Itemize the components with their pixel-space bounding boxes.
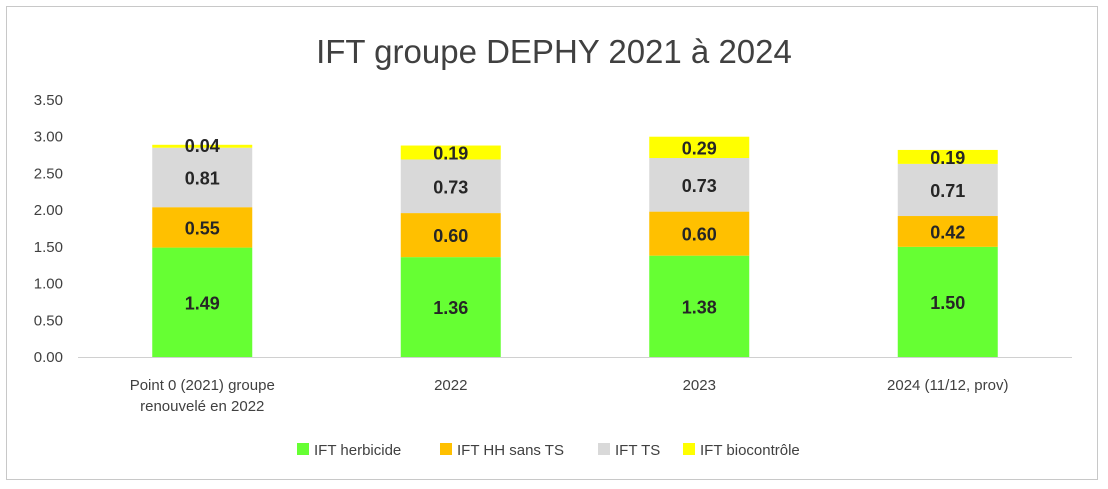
y-tick-label: 3.50 [34,92,63,109]
data-label: 0.60 [433,226,468,246]
bar-segment-ift-ts [152,147,253,208]
legend-label: IFT biocontrôle [700,442,800,459]
y-tick-label: 1.00 [34,276,63,293]
y-tick-label: 2.50 [34,165,63,182]
bar-segment-ift-biocontr-le [152,144,253,148]
data-label: 1.49 [185,293,220,313]
bar-segment-ift-hh-sans-ts [400,213,501,258]
legend-swatch [297,443,309,455]
bar-segment-ift-biocontr-le [400,145,501,160]
data-label: 0.29 [682,138,717,158]
data-label: 1.36 [433,298,468,318]
data-label: 0.42 [930,222,965,242]
bar-segment-ift-hh-sans-ts [649,211,750,256]
bars: 1.49 0.55 0.81 0.04 1.36 0.60 0.73 0.19 1.38 0.60… [152,136,998,357]
legend: IFT herbicide IFT HH sans TS IFT TS IFT bio… [297,442,800,459]
y-tick-label: 1.50 [34,239,63,256]
data-label: 0.81 [185,168,220,188]
x-axis: Point 0 (2021) groupe renouvelé en 2022 20… [78,357,1072,415]
legend-label: IFT herbicide [314,442,401,459]
x-tick-label: 2024 (11/12, prov) [887,377,1008,394]
bar-segment-ift-hh-sans-ts [152,207,253,248]
bar-segment-ift-biocontr-le [649,136,750,159]
x-tick-label: renouvelé en 2022 [140,398,264,415]
data-label: 0.55 [185,218,220,238]
bar-segment-ift-herbicide [897,246,998,357]
data-label: 0.73 [682,176,717,196]
x-tick-label: Point 0 (2021) groupe [130,377,275,394]
y-tick-label: 0.00 [34,349,63,366]
data-label: 0.71 [930,181,965,201]
data-label: 0.60 [682,225,717,245]
legend-swatch [440,443,452,455]
data-label: 0.73 [433,177,468,197]
data-label: 0.19 [433,144,468,164]
bar-segment-ift-biocontr-le [897,149,998,164]
chart-title: IFT groupe DEPHY 2021 à 2024 [316,33,792,70]
y-tick-label: 2.00 [34,202,63,219]
bar-segment-ift-herbicide [152,247,253,357]
legend-label: IFT TS [615,442,660,459]
data-label: 0.04 [185,136,220,156]
bar-segment-ift-herbicide [400,257,501,357]
bar-segment-ift-ts [400,159,501,214]
bar-segment-ift-herbicide [649,255,750,357]
data-label: 1.50 [930,293,965,313]
y-tick-label: 0.50 [34,312,63,329]
y-tick-label: 3.00 [34,129,63,146]
bar-segment-ift-hh-sans-ts [897,216,998,247]
legend-swatch [683,443,695,455]
data-label: 0.19 [930,148,965,168]
x-tick-label: 2023 [683,377,716,394]
bar-segment-ift-ts [897,163,998,217]
legend-swatch [598,443,610,455]
bar-segment-ift-ts [649,158,750,212]
y-axis: 0.00 0.50 1.00 1.50 2.00 2.50 3.00 3.50 [34,92,63,366]
data-label: 1.38 [682,297,717,317]
legend-label: IFT HH sans TS [457,442,564,459]
x-tick-label: 2022 [434,377,467,394]
